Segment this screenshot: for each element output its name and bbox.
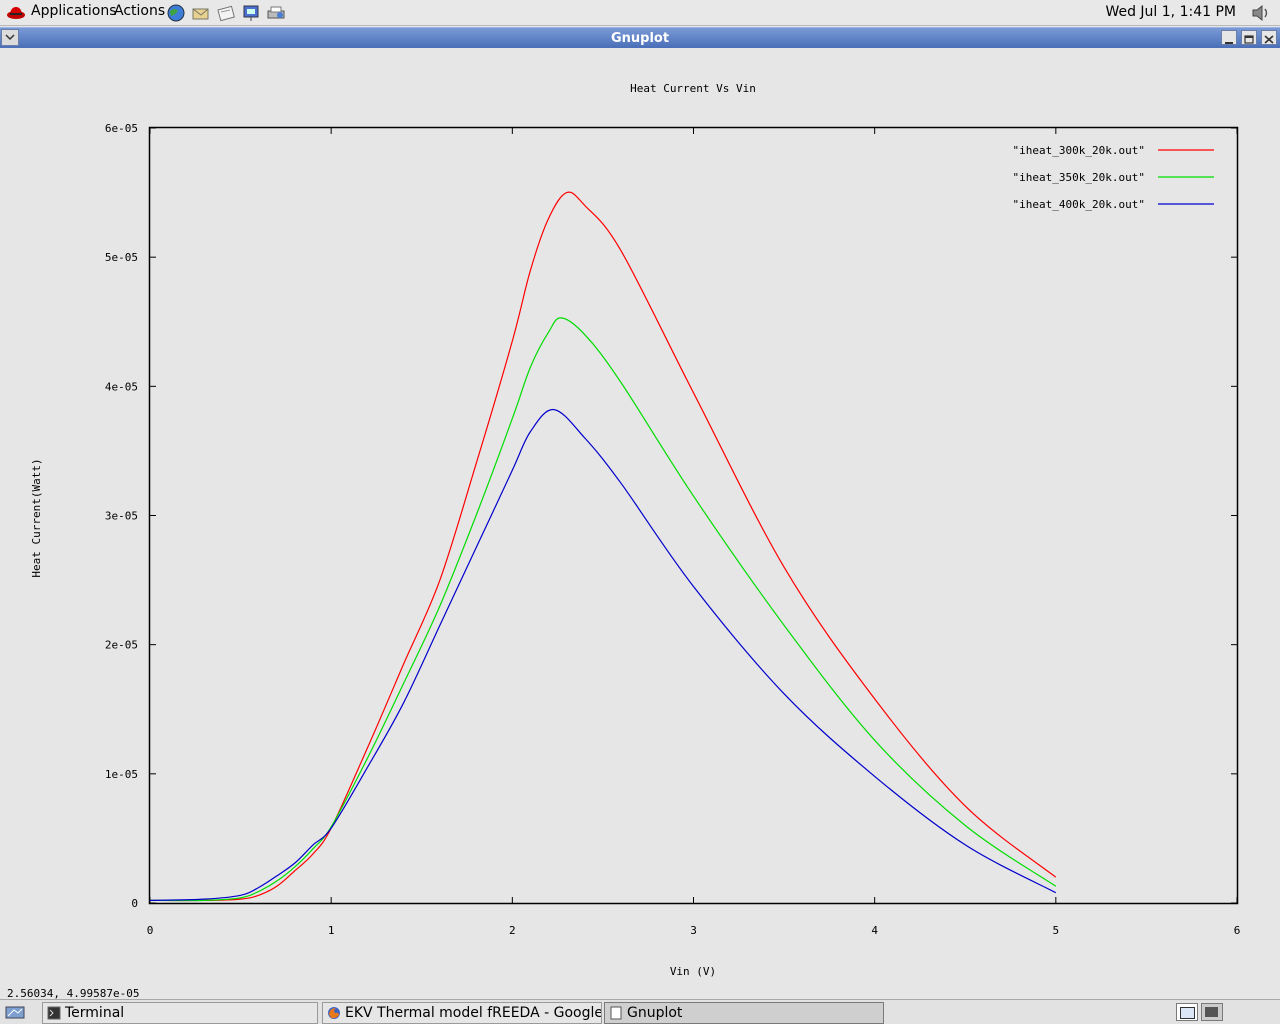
show-desktop-icon[interactable] — [4, 1004, 28, 1021]
top-panel: Applications Actions Wed Jul 1, 1:41 PM — [0, 0, 1280, 26]
y-tick-label: 3e-05 — [105, 510, 138, 523]
taskbar-terminal[interactable]: Terminal — [42, 1002, 318, 1024]
y-axis-label: Heat Current(Watt) — [30, 458, 43, 577]
x-tick-label: 0 — [147, 924, 154, 937]
legend-label: "iheat_400k_20k.out" — [1013, 198, 1145, 211]
legend: "iheat_300k_20k.out" "iheat_350k_20k.out"… — [1013, 144, 1214, 211]
axis-ticks — [149, 127, 1238, 904]
task-label: Terminal — [65, 1005, 125, 1021]
window-titlebar[interactable]: Gnuplot — [0, 27, 1280, 48]
series-line — [149, 191, 1057, 902]
email-icon[interactable] — [191, 3, 211, 23]
x-tick-label: 4 — [871, 924, 878, 937]
y-tick-label: 1e-05 — [105, 768, 138, 781]
taskbar-gnuplot[interactable]: Gnuplot — [604, 1002, 884, 1024]
y-tick-label: 0 — [131, 897, 138, 910]
y-tick-label: 4e-05 — [105, 380, 138, 393]
presentation-icon[interactable] — [241, 3, 261, 23]
plot-frame — [148, 126, 1239, 905]
window-icon — [610, 1006, 622, 1020]
taskbar-firefox[interactable]: EKV Thermal model fREEDA - Google Sear — [322, 1002, 602, 1024]
text-editor-icon[interactable] — [216, 3, 236, 23]
x-tick-label: 5 — [1053, 924, 1060, 937]
x-tick-labels: 0 1 2 3 4 5 6 — [147, 924, 1241, 937]
series-line — [149, 408, 1057, 901]
window-menu-button[interactable] — [1, 29, 19, 46]
close-button[interactable] — [1261, 30, 1277, 45]
x-tick-label: 2 — [509, 924, 516, 937]
cursor-coordinates: 2.56034, 4.99587e-05 — [7, 987, 140, 1000]
task-label: EKV Thermal model fREEDA - Google Sear — [345, 1005, 602, 1021]
series-line — [149, 317, 1057, 902]
firefox-icon — [328, 1007, 340, 1019]
bottom-panel: Terminal EKV Thermal model fREEDA - Goog… — [0, 999, 1280, 1024]
terminal-icon — [47, 1006, 61, 1020]
y-tick-label: 2e-05 — [105, 639, 138, 652]
workspace-1[interactable] — [1176, 1003, 1198, 1021]
x-tick-label: 1 — [328, 924, 335, 937]
printer-icon[interactable] — [266, 3, 286, 23]
volume-icon[interactable] — [1250, 3, 1272, 23]
minimize-icon — [1225, 42, 1233, 44]
web-browser-icon[interactable] — [166, 3, 186, 23]
redhat-icon[interactable] — [6, 4, 26, 20]
y-tick-labels: 0 1e-05 2e-05 3e-05 4e-05 5e-05 6e-05 — [105, 122, 138, 910]
x-tick-label: 6 — [1234, 924, 1241, 937]
clock[interactable]: Wed Jul 1, 1:41 PM — [1105, 4, 1236, 20]
maximize-icon — [1244, 35, 1254, 44]
actions-menu[interactable]: Actions — [114, 3, 166, 19]
y-tick-label: 5e-05 — [105, 251, 138, 264]
chevron-down-icon — [5, 34, 15, 41]
x-tick-label: 3 — [690, 924, 697, 937]
legend-label: "iheat_350k_20k.out" — [1013, 171, 1145, 184]
workspace-2[interactable] — [1201, 1003, 1223, 1021]
applications-menu[interactable]: Applications — [31, 3, 117, 19]
minimize-button[interactable] — [1221, 30, 1237, 45]
close-icon — [1264, 35, 1274, 44]
window-title: Gnuplot — [610, 31, 670, 46]
gnuplot-canvas[interactable]: Heat Current Vs Vin 0 1 2 3 4 5 6 0 1e-05 2e-05 3… — [0, 48, 1280, 986]
series-lines — [149, 191, 1057, 902]
legend-label: "iheat_300k_20k.out" — [1013, 144, 1145, 157]
y-tick-label: 6e-05 — [105, 122, 138, 135]
chart-title: Heat Current Vs Vin — [630, 82, 756, 95]
maximize-button[interactable] — [1241, 30, 1257, 45]
task-label: Gnuplot — [627, 1005, 683, 1021]
x-axis-label: Vin (V) — [670, 965, 716, 978]
